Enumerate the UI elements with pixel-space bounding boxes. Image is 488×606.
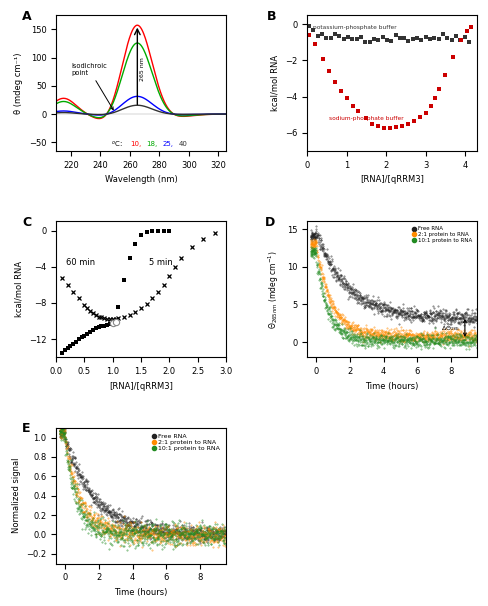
Text: 25,: 25, xyxy=(162,141,173,147)
Text: potassium-phosphate buffer: potassium-phosphate buffer xyxy=(312,25,396,30)
Text: 40: 40 xyxy=(178,141,187,147)
Text: C: C xyxy=(22,216,31,229)
X-axis label: [RNA]/[qRRM3]: [RNA]/[qRRM3] xyxy=(359,175,423,184)
Y-axis label: $\Theta_{265nm}$ (mdeg cm$^{-1}$): $\Theta_{265nm}$ (mdeg cm$^{-1}$) xyxy=(266,250,281,329)
Text: A: A xyxy=(22,10,32,22)
Y-axis label: kcal/mol RNA: kcal/mol RNA xyxy=(270,55,279,111)
X-axis label: [RNA]/[qRRM3]: [RNA]/[qRRM3] xyxy=(109,382,173,390)
Text: 18,: 18, xyxy=(146,141,157,147)
Text: 5 min: 5 min xyxy=(149,258,173,267)
Text: sodium-phosphate buffer: sodium-phosphate buffer xyxy=(328,116,403,121)
X-axis label: Time (hours): Time (hours) xyxy=(365,382,418,390)
Y-axis label: θ (mdeg cm⁻¹): θ (mdeg cm⁻¹) xyxy=(15,52,23,114)
Text: 265 nm: 265 nm xyxy=(139,57,144,81)
Text: 60 min: 60 min xyxy=(66,258,95,267)
Text: D: D xyxy=(264,216,274,229)
Text: 10,: 10, xyxy=(130,141,141,147)
Text: E: E xyxy=(22,422,31,435)
Y-axis label: kcal/mol RNA: kcal/mol RNA xyxy=(15,261,23,318)
Text: B: B xyxy=(266,10,275,22)
Y-axis label: Normalized signal: Normalized signal xyxy=(12,458,21,533)
Legend: Free RNA, 2:1 protein to RNA, 10:1 protein to RNA: Free RNA, 2:1 protein to RNA, 10:1 prote… xyxy=(149,431,222,454)
Text: Isodichroic
point: Isodichroic point xyxy=(71,62,113,110)
Legend: Free RNA, 2:1 protein to RNA, 10:1 protein to RNA: Free RNA, 2:1 protein to RNA, 10:1 prote… xyxy=(408,224,473,245)
Text: $^o$C:: $^o$C: xyxy=(111,139,122,148)
X-axis label: Time (hours): Time (hours) xyxy=(114,588,167,597)
X-axis label: Wavelength (nm): Wavelength (nm) xyxy=(104,175,177,184)
Text: $\Delta\Theta_{265}$: $\Delta\Theta_{265}$ xyxy=(440,324,459,333)
